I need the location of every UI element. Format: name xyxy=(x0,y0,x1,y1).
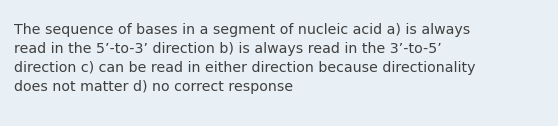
Text: The sequence of bases in a segment of nucleic acid a) is always
read in the 5’-t: The sequence of bases in a segment of nu… xyxy=(14,23,475,93)
